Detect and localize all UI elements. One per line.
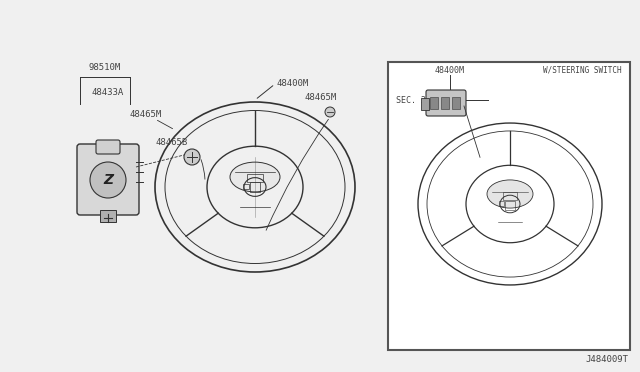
Ellipse shape (230, 162, 280, 192)
Text: 48400M: 48400M (277, 78, 309, 87)
Text: J484009T: J484009T (585, 355, 628, 364)
Bar (247, 174, 263, 182)
Text: 48433A: 48433A (92, 87, 124, 96)
Bar (243, 184, 249, 189)
Circle shape (184, 149, 200, 165)
Bar (388, 62, 630, 350)
Bar (250, 182, 260, 192)
Text: Z: Z (103, 173, 113, 187)
Bar (441, 97, 449, 109)
Ellipse shape (487, 180, 533, 208)
Text: 48465M: 48465M (130, 109, 163, 119)
Bar (100, 210, 116, 222)
Bar (505, 201, 515, 210)
Text: 48400M: 48400M (435, 65, 465, 74)
FancyBboxPatch shape (96, 140, 120, 154)
Bar (499, 201, 504, 206)
Text: 48465B: 48465B (156, 138, 188, 147)
Bar (421, 98, 429, 110)
Bar (503, 192, 517, 200)
Circle shape (90, 162, 126, 198)
Circle shape (325, 107, 335, 117)
FancyBboxPatch shape (426, 90, 466, 116)
Text: W/STEERING SWITCH: W/STEERING SWITCH (543, 65, 622, 74)
Text: 48465M: 48465M (305, 93, 337, 102)
Text: SEC. 25L: SEC. 25L (396, 96, 436, 105)
Text: 98510M: 98510M (89, 62, 121, 71)
Bar (452, 97, 460, 109)
Bar (430, 97, 438, 109)
FancyBboxPatch shape (77, 144, 139, 215)
